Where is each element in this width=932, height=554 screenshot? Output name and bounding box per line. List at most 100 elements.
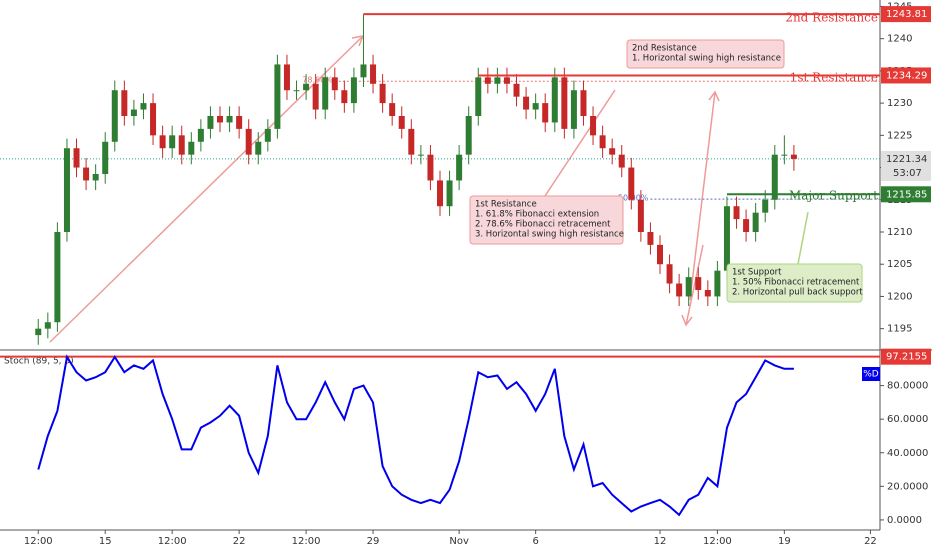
candle-body (255, 141, 262, 155)
stoch-level-box (881, 348, 931, 365)
candle-body (226, 116, 233, 123)
current-price-label: 1221.34 (886, 154, 927, 165)
candle-body (676, 283, 683, 297)
candle-body (245, 128, 252, 155)
x-tick-label: 12:00 (703, 536, 732, 547)
candle-body (743, 219, 750, 232)
candle-body (590, 116, 597, 136)
candle-body (513, 83, 520, 97)
candle-body (264, 128, 271, 142)
candle-body (484, 77, 491, 84)
stoch-tick-label: 80.0000 (887, 381, 928, 392)
stoch-legend: %D (863, 370, 879, 380)
x-tick-label: 12:00 (292, 536, 321, 547)
candle-body (771, 154, 778, 200)
callout-box (469, 195, 624, 245)
candle-body (293, 90, 300, 92)
candle-body (551, 77, 558, 123)
countdown-label: 53:07 (893, 168, 922, 179)
candle-body (44, 322, 51, 329)
x-tick-label: 12:00 (24, 536, 53, 547)
candle-body (427, 154, 434, 181)
candle-body (274, 64, 281, 129)
candle-body (217, 116, 223, 123)
x-tick-label: 22 (233, 536, 246, 547)
candle-body (609, 148, 616, 155)
x-tick-label: 12 (654, 536, 667, 547)
candle-body (169, 135, 176, 149)
callout-text: 1. 61.8% Fibonacci extension (475, 210, 599, 220)
candle-body (542, 103, 549, 123)
candle-body (322, 77, 329, 110)
candle-body (570, 90, 577, 129)
candle-body (523, 96, 530, 110)
candle-body (762, 199, 769, 213)
stoch-tick-label: 20.0000 (887, 481, 928, 492)
candle-body (130, 109, 137, 116)
candle-body (341, 90, 348, 104)
candle-body (704, 290, 711, 297)
x-tick-label: Nov (449, 536, 469, 547)
candle-body (188, 141, 195, 155)
candle-body (752, 212, 759, 232)
x-tick-label: 29 (367, 536, 380, 547)
candle-body (685, 277, 692, 297)
candle-body (331, 77, 338, 91)
current-price-box (881, 150, 931, 181)
callout-text: 1. 50% Fibonacci retracement (732, 278, 860, 288)
candle-body (54, 232, 61, 323)
candle-body (121, 90, 128, 116)
candle-body (446, 180, 453, 207)
callout-text: 2. 78.6% Fibonacci retracement (475, 220, 611, 230)
stoch-tick-label: 60.0000 (887, 414, 928, 425)
candle-body (178, 135, 185, 155)
candle-body (657, 244, 663, 265)
callout-text: 1st Support (732, 268, 782, 278)
callout-text: 1. Horizontal swing high resistance (632, 54, 781, 64)
candle-body (159, 135, 166, 149)
callout-text: 2. Horizontal pull back support (732, 288, 863, 298)
x-tick-label: 22 (864, 536, 877, 547)
stoch-title: Stoch (89, 5, 3) (4, 357, 74, 367)
y-tick-label: 1195 (887, 324, 912, 335)
x-tick-label: 15 (99, 536, 112, 547)
y-tick-label: 1200 (887, 291, 912, 302)
candle-body (303, 83, 310, 91)
candle-body (417, 154, 424, 156)
candle-body (408, 128, 415, 155)
candle-body (456, 154, 463, 181)
arrows (49, 35, 809, 343)
x-tick-label: 19 (778, 536, 791, 547)
y-tick-label: 1205 (887, 259, 912, 270)
candle-body (350, 77, 357, 104)
candle-body (647, 232, 654, 245)
candle-body (494, 77, 501, 84)
candle-body (197, 128, 204, 142)
x-tick-label: 12:00 (158, 536, 187, 547)
stoch-tick-label: 0.0000 (887, 515, 922, 526)
candle-body (102, 141, 109, 174)
level-price-box (881, 186, 931, 203)
candle-body (628, 167, 635, 200)
candle-body (532, 103, 539, 110)
candle-body (580, 90, 587, 116)
candle-body (140, 103, 147, 110)
candle-body (475, 77, 482, 116)
candle-body (312, 83, 319, 110)
callout-box (726, 263, 863, 303)
candle-body (733, 206, 740, 220)
candle-body (63, 148, 70, 232)
level-price: 1243.81 (886, 9, 927, 20)
candle-body (236, 116, 243, 129)
candle-body (389, 103, 396, 116)
candle-body (637, 199, 644, 232)
candle-body (92, 174, 99, 181)
y-tick-label: 1230 (887, 98, 912, 109)
y-tick-label: 1210 (887, 227, 912, 238)
candle-body (666, 264, 673, 284)
candle-body (207, 116, 214, 129)
candle-body (283, 64, 290, 91)
level-price-box (881, 6, 931, 23)
